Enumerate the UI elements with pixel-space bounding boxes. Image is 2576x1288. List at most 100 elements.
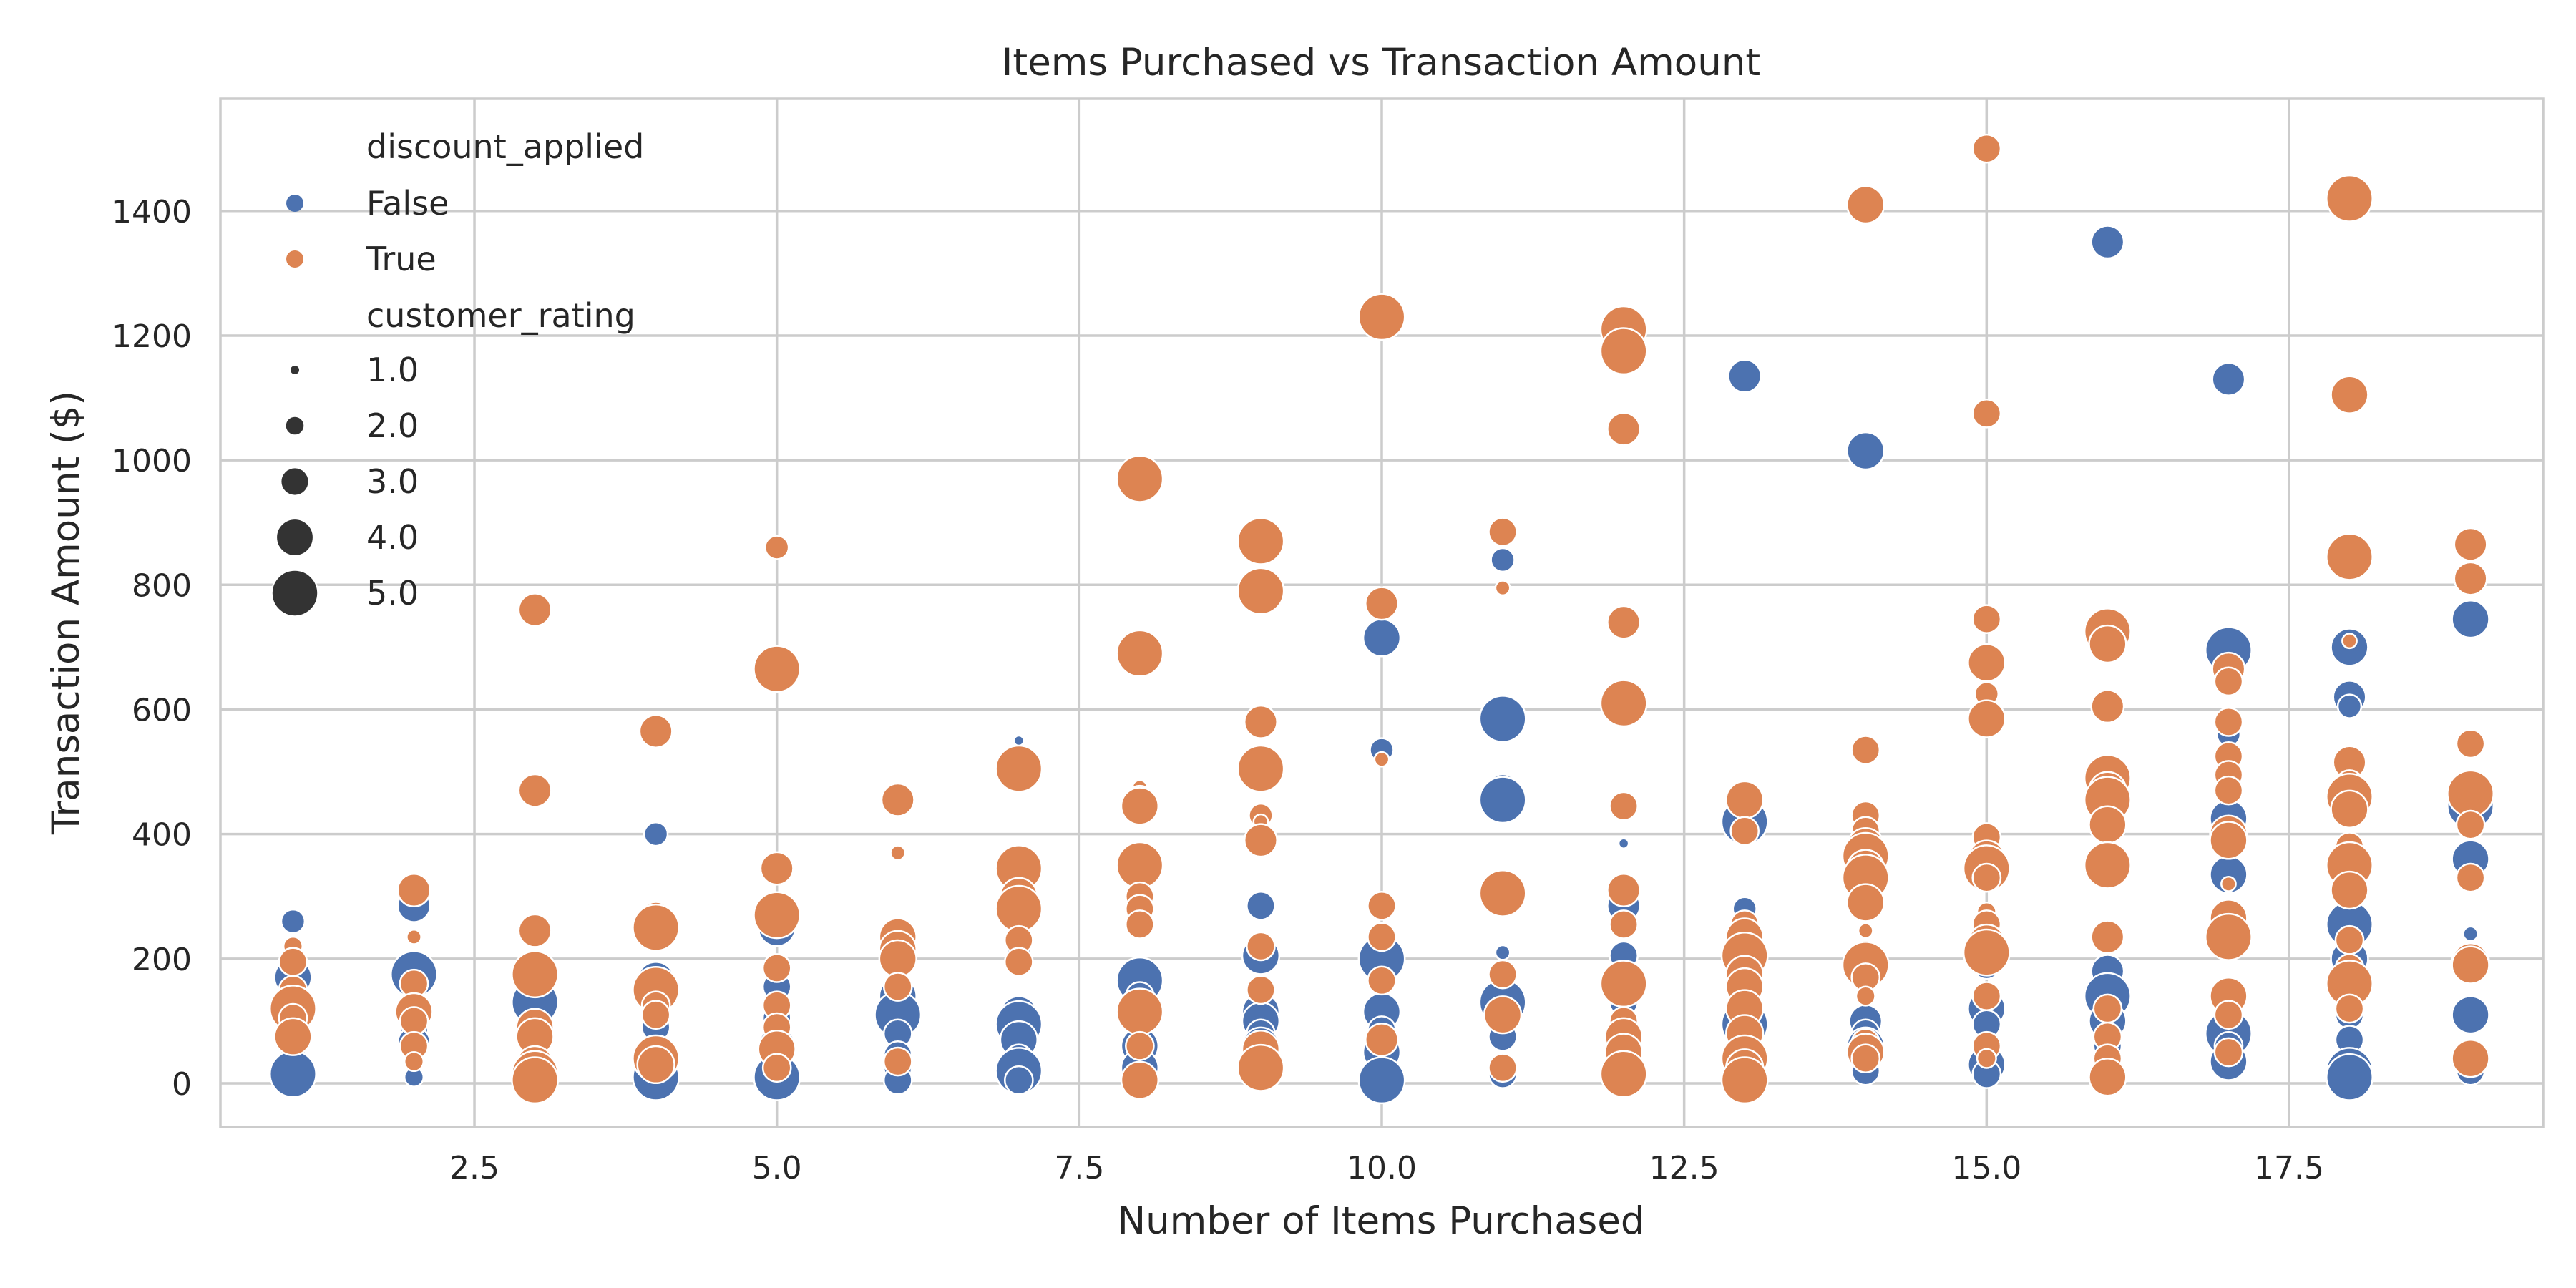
data-point <box>1850 1043 1881 1074</box>
y-tick-label: 400 <box>132 817 192 854</box>
data-point <box>2090 689 2125 724</box>
data-point <box>2462 925 2479 942</box>
data-point <box>2326 1053 2373 1101</box>
x-tick-label: 15.0 <box>1951 1150 2021 1186</box>
data-point <box>511 1056 560 1105</box>
data-point <box>1617 837 1630 849</box>
data-point <box>2090 919 2125 955</box>
legend-size-marker <box>270 569 319 618</box>
y-tick-label: 600 <box>132 692 192 728</box>
data-point <box>1971 133 2002 164</box>
data-point <box>1013 734 1025 747</box>
data-point <box>396 873 431 908</box>
data-point <box>2213 1000 2244 1030</box>
y-tick-labels: 0 200 400 600 800 1000 1200 1400 <box>112 194 192 1103</box>
data-point <box>1246 975 1276 1005</box>
data-point <box>517 773 552 808</box>
data-point <box>632 903 680 952</box>
data-point <box>1725 780 1765 819</box>
data-point <box>1367 965 1397 996</box>
data-point <box>880 782 915 817</box>
data-point <box>2220 875 2237 892</box>
y-axis-label: Transaction Amount ($) <box>44 391 88 835</box>
data-point <box>1365 1023 1399 1058</box>
data-point <box>1003 1065 1034 1096</box>
data-point <box>2204 912 2253 961</box>
legend-size-marker <box>280 467 310 497</box>
data-point <box>1373 751 1390 768</box>
data-point <box>2455 862 2486 893</box>
y-tick-label: 0 <box>172 1066 192 1103</box>
data-point <box>640 1000 671 1030</box>
data-point <box>280 908 306 935</box>
data-point <box>1962 928 2011 977</box>
data-point <box>1976 1048 1997 1069</box>
data-point <box>1606 411 1641 447</box>
data-point <box>1246 890 1276 921</box>
legend-size-label: 4.0 <box>366 518 419 557</box>
data-point <box>1478 776 1527 824</box>
data-point <box>1367 922 1397 952</box>
data-point <box>2451 1039 2490 1078</box>
y-tick-label: 800 <box>132 567 192 604</box>
data-point <box>1729 816 1760 847</box>
data-point <box>2330 375 2369 414</box>
data-point <box>1971 398 2002 429</box>
data-point <box>1116 987 1164 1036</box>
data-point <box>761 1053 792 1083</box>
data-point <box>2453 527 2488 562</box>
data-point <box>1483 995 1523 1035</box>
data-points <box>268 133 2495 1105</box>
data-point <box>2326 174 2373 223</box>
data-point <box>882 972 913 1002</box>
legend-size-label: 1.0 <box>366 351 419 389</box>
data-point <box>1846 883 1885 922</box>
data-point <box>1243 823 1278 858</box>
data-point <box>636 1045 675 1085</box>
data-point <box>2211 361 2246 396</box>
legend-size-label: 2.0 <box>366 406 419 445</box>
data-point <box>2451 945 2490 985</box>
data-point <box>1357 1056 1406 1105</box>
data-point <box>995 744 1043 793</box>
data-point <box>1362 618 1402 658</box>
data-point <box>1120 1060 1160 1100</box>
data-point <box>1488 517 1518 547</box>
data-point <box>1857 922 1874 940</box>
data-point <box>1606 873 1641 908</box>
data-point <box>268 1050 317 1098</box>
data-point <box>2341 633 2358 650</box>
x-tick-label: 2.5 <box>449 1150 499 1186</box>
data-point <box>643 821 669 847</box>
data-point <box>1365 586 1399 621</box>
data-point <box>2088 624 2127 664</box>
data-point <box>1599 327 1648 376</box>
x-tick-label: 17.5 <box>2254 1150 2324 1186</box>
data-point <box>1971 604 2002 635</box>
data-point <box>1967 699 2006 738</box>
data-point <box>2336 693 2363 719</box>
data-point <box>2213 775 2244 806</box>
data-point <box>2326 532 2373 581</box>
y-tick-label: 1200 <box>112 318 192 355</box>
data-point <box>1488 1053 1518 1083</box>
data-point <box>761 953 792 983</box>
data-point <box>2090 225 2125 260</box>
data-point <box>517 592 552 628</box>
data-point <box>2330 789 2369 829</box>
data-point <box>1494 580 1511 597</box>
data-point <box>2213 666 2244 697</box>
legend-label-false: False <box>366 184 449 223</box>
data-point <box>1236 567 1285 615</box>
data-point <box>2455 809 2486 840</box>
legend-hue-title: discount_applied <box>366 127 644 166</box>
data-point <box>889 844 907 862</box>
legend: discount_applied False True customer_rat… <box>270 127 644 618</box>
legend-size-label: 5.0 <box>366 574 419 613</box>
x-tick-label: 7.5 <box>1054 1150 1104 1186</box>
data-point <box>1367 890 1397 921</box>
data-point <box>399 1006 429 1036</box>
data-point <box>2213 707 2244 737</box>
data-point <box>278 947 308 977</box>
data-point <box>1855 985 1876 1007</box>
